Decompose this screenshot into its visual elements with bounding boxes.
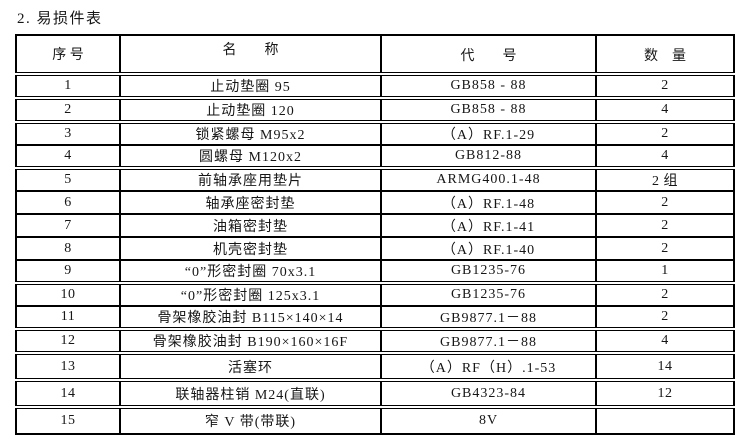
- cell-quantity: 2: [595, 74, 735, 100]
- col-header-name: 名 称: [119, 35, 382, 76]
- table-row: 1 止动垫圈 95 GB858 - 88 2: [15, 74, 735, 100]
- cell-index: 13: [15, 353, 121, 382]
- cell-name: 前轴承座用垫片: [119, 168, 382, 192]
- cell-name: 锁紧螺母 M95x2: [119, 122, 382, 146]
- table-row: 2 止动垫圈 120 GB858 - 88 4: [15, 98, 735, 124]
- cell-quantity: 2: [595, 191, 735, 215]
- cell-code: GB9877.1－88: [380, 306, 597, 331]
- cell-quantity: 14: [595, 353, 735, 382]
- table-row: 5 前轴承座用垫片 ARMG400.1-48 2 组: [15, 168, 735, 192]
- cell-name: “0”形密封圈 70x3.1: [119, 260, 382, 285]
- cell-index: 10: [15, 283, 121, 307]
- table-row: 12 骨架橡胶油封 B190×160×16F GB9877.1－88 4: [15, 329, 735, 355]
- cell-code: GB1235-76: [380, 283, 597, 307]
- cell-index: 5: [15, 168, 121, 192]
- cell-index: 2: [15, 98, 121, 124]
- cell-quantity: 2: [595, 237, 735, 261]
- cell-code: GB1235-76: [380, 260, 597, 285]
- cell-name: 止动垫圈 120: [119, 98, 382, 124]
- cell-index: 9: [15, 260, 121, 285]
- table-row: 7 油箱密封垫 （A）RF.1-41 2: [15, 214, 735, 238]
- cell-code: 8V: [380, 407, 597, 435]
- cell-quantity: 4: [595, 329, 735, 355]
- cell-quantity: 2: [595, 306, 735, 331]
- cell-code: （A）RF.1-40: [380, 237, 597, 261]
- col-header-index: 序 号: [15, 35, 121, 76]
- cell-code: （A）RF.1-48: [380, 191, 597, 215]
- cell-name: 窄 V 带(带联): [119, 407, 382, 435]
- col-header-quantity: 数 量: [595, 35, 735, 76]
- cell-index: 3: [15, 122, 121, 146]
- page-title: 2. 易损件表: [17, 11, 103, 27]
- cell-name: 轴承座密封垫: [119, 191, 382, 215]
- table-row: 4 圆螺母 M120x2 GB812-88 4: [15, 145, 735, 170]
- cell-name: 联轴器柱销 M24(直联): [119, 380, 382, 409]
- cell-code: （A）RF（H）.1-53: [380, 353, 597, 382]
- cell-quantity: [595, 407, 735, 435]
- cell-quantity: 2: [595, 122, 735, 146]
- wear-parts-table: 序 号 名 称 代 号 数 量 1 止动垫圈 95 GB858 - 88 2 2…: [15, 34, 735, 435]
- cell-quantity: 12: [595, 380, 735, 409]
- cell-index: 6: [15, 191, 121, 215]
- table-row: 11 骨架橡胶油封 B115×140×14 GB9877.1－88 2: [15, 306, 735, 331]
- table-header-row: 序 号 名 称 代 号 数 量: [15, 35, 735, 76]
- cell-code: GB4323-84: [380, 380, 597, 409]
- cell-quantity: 4: [595, 145, 735, 170]
- cell-quantity: 2: [595, 283, 735, 307]
- document-page: 2. 易损件表 序 号 名 称 代 号 数 量 1 止动垫圈 95 GB858 …: [0, 7, 746, 446]
- cell-index: 4: [15, 145, 121, 170]
- cell-code: GB858 - 88: [380, 74, 597, 100]
- cell-code: ARMG400.1-48: [380, 168, 597, 192]
- cell-quantity: 2: [595, 214, 735, 238]
- table-row: 9 “0”形密封圈 70x3.1 GB1235-76 1: [15, 260, 735, 285]
- cell-name: 圆螺母 M120x2: [119, 145, 382, 170]
- cell-code: （A）RF.1-41: [380, 214, 597, 238]
- cell-quantity: 1: [595, 260, 735, 285]
- cell-index: 1: [15, 74, 121, 100]
- cell-name: 止动垫圈 95: [119, 74, 382, 100]
- cell-name: 油箱密封垫: [119, 214, 382, 238]
- cell-index: 7: [15, 214, 121, 238]
- table-row: 10 “0”形密封圈 125x3.1 GB1235-76 2: [15, 283, 735, 307]
- cell-index: 14: [15, 380, 121, 409]
- cell-code: GB812-88: [380, 145, 597, 170]
- cell-name: 骨架橡胶油封 B115×140×14: [119, 306, 382, 331]
- cell-name: 活塞环: [119, 353, 382, 382]
- cell-name: “0”形密封圈 125x3.1: [119, 283, 382, 307]
- table-row: 8 机壳密封垫 （A）RF.1-40 2: [15, 237, 735, 261]
- col-header-code: 代 号: [380, 35, 597, 76]
- table-row: 14 联轴器柱销 M24(直联) GB4323-84 12: [15, 380, 735, 409]
- cell-name: 骨架橡胶油封 B190×160×16F: [119, 329, 382, 355]
- cell-name: 机壳密封垫: [119, 237, 382, 261]
- cell-quantity: 2 组: [595, 168, 735, 192]
- table-row: 15 窄 V 带(带联) 8V: [15, 407, 735, 435]
- cell-code: （A）RF.1-29: [380, 122, 597, 146]
- table-row: 13 活塞环 （A）RF（H）.1-53 14: [15, 353, 735, 382]
- cell-code: GB9877.1－88: [380, 329, 597, 355]
- table-row: 6 轴承座密封垫 （A）RF.1-48 2: [15, 191, 735, 215]
- cell-index: 15: [15, 407, 121, 435]
- table-row: 3 锁紧螺母 M95x2 （A）RF.1-29 2: [15, 122, 735, 146]
- cell-index: 8: [15, 237, 121, 261]
- cell-index: 11: [15, 306, 121, 331]
- cell-index: 12: [15, 329, 121, 355]
- cell-quantity: 4: [595, 98, 735, 124]
- cell-code: GB858 - 88: [380, 98, 597, 124]
